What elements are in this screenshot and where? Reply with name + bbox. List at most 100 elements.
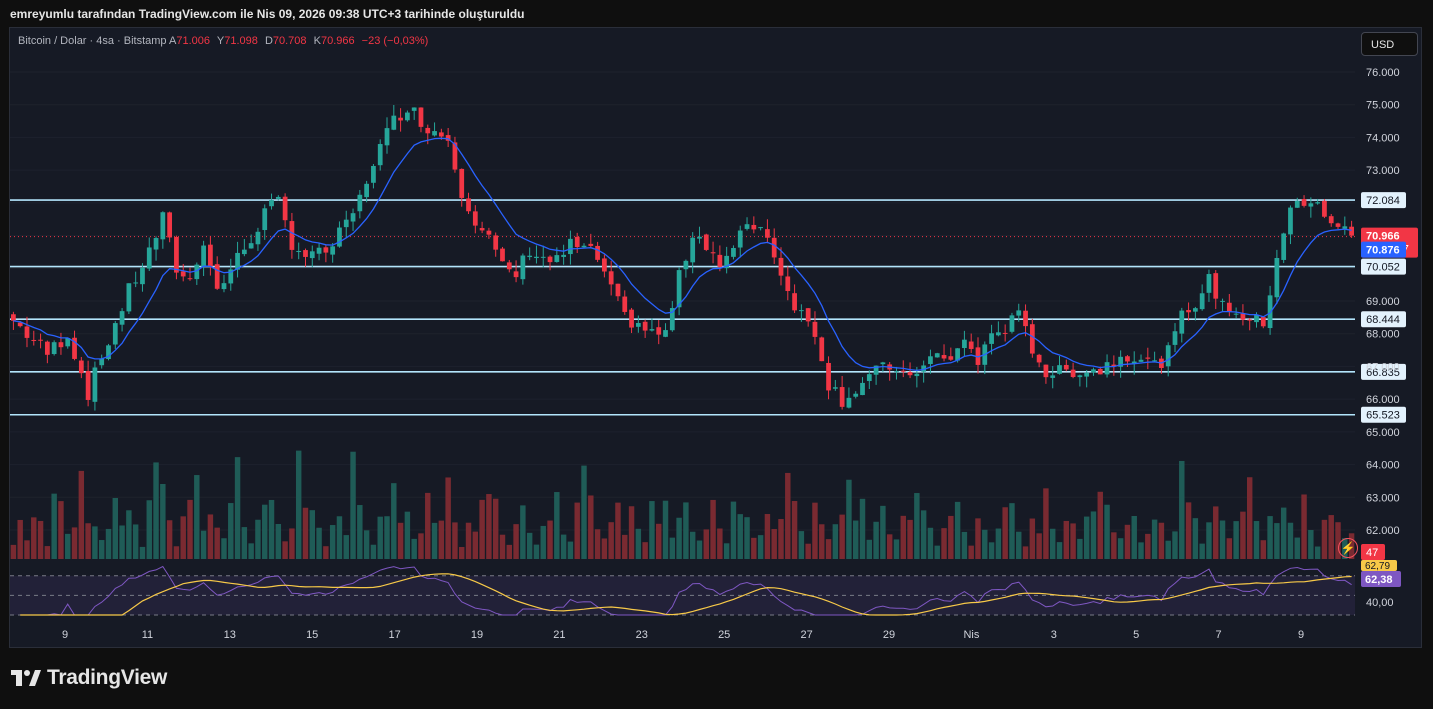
- volume-bar: [24, 540, 30, 559]
- price-tick-label: 67.000: [1366, 361, 1400, 373]
- candle-body: [1111, 364, 1117, 367]
- volume-bar: [1308, 530, 1314, 559]
- candle-body: [1342, 226, 1348, 229]
- candle-body: [839, 387, 845, 407]
- volume-bar: [37, 520, 44, 559]
- volume-bar: [323, 546, 329, 559]
- candle-body: [438, 132, 444, 137]
- level-label-bg: [1361, 258, 1406, 275]
- volume-bar: [778, 519, 784, 559]
- candle-body: [303, 250, 308, 257]
- volume-bar: [78, 470, 85, 559]
- volume-bar: [873, 521, 879, 559]
- volume-bar: [119, 525, 125, 559]
- level-label: 66.835: [1366, 367, 1400, 379]
- candle-body: [140, 267, 145, 285]
- time-tick-label: 7: [1216, 629, 1222, 641]
- candle-body: [269, 200, 274, 207]
- candle-body: [948, 356, 954, 360]
- volume-label: 47: [1366, 547, 1378, 559]
- volume-bar: [683, 502, 689, 559]
- candle-body: [357, 194, 363, 212]
- time-tick-label: 13: [224, 629, 236, 641]
- candle-body: [608, 271, 614, 285]
- time-tick-label: 29: [883, 629, 895, 641]
- volume-bar: [540, 525, 546, 559]
- candle-body: [520, 255, 526, 280]
- level-label-bg: [1361, 192, 1406, 209]
- candle-body: [1233, 313, 1239, 315]
- volume-bar: [1165, 540, 1171, 559]
- volume-bar: [696, 540, 703, 559]
- candle-body: [1254, 315, 1259, 323]
- rsi-pane: [10, 565, 1355, 616]
- volume-bar: [92, 526, 98, 559]
- candle-body: [513, 271, 519, 278]
- candle-body: [65, 338, 71, 347]
- candle-body: [968, 341, 974, 349]
- price-tick-label: 64.000: [1366, 460, 1400, 472]
- candle-body: [99, 358, 105, 366]
- volume-bar: [146, 500, 152, 559]
- volume-bar: [1321, 519, 1328, 559]
- candle-body: [479, 228, 485, 231]
- volume-bar: [615, 502, 621, 559]
- volume-bar: [268, 499, 275, 559]
- price-tick-label: 69.000: [1366, 296, 1400, 308]
- time-axis: 9 11 13 15 17 19 21 23 25 27 29 Nis 3 5 7 9: [62, 629, 1304, 641]
- candle-body: [540, 256, 546, 258]
- time-tick-label: 3: [1051, 629, 1057, 641]
- time-tick-label: 9: [1298, 629, 1304, 641]
- volume-bar: [1274, 523, 1280, 559]
- candle-body: [1131, 361, 1137, 364]
- chart-attribution: emreyumlu tarafından TradingView.com ile…: [10, 7, 525, 21]
- rsi-value-label: 62,38: [1365, 574, 1393, 586]
- tradingview-logo[interactable]: TradingView: [11, 666, 167, 690]
- candle-body: [1165, 345, 1171, 367]
- candle-body: [350, 213, 356, 222]
- candle-body: [1029, 324, 1035, 354]
- candle-body: [506, 262, 512, 270]
- candle-body: [11, 314, 16, 321]
- volume-bar: [1301, 494, 1307, 559]
- currency-button[interactable]: USD: [1361, 32, 1418, 56]
- price-tick-label: 62.000: [1366, 525, 1400, 537]
- candle-body: [758, 227, 763, 229]
- volume-bar: [207, 514, 214, 559]
- candle-body: [615, 283, 621, 297]
- volume-bar: [1090, 511, 1097, 559]
- candle-body: [1104, 362, 1110, 375]
- volume-bar: [832, 524, 839, 559]
- candle-body: [1240, 313, 1246, 320]
- candle-body: [486, 230, 492, 235]
- candle-body: [1138, 359, 1144, 362]
- candle-body: [995, 332, 1001, 336]
- volume-bar: [479, 499, 485, 559]
- symbol-label[interactable]: Bitcoin / Dolar · 4sa · Bitstamp: [18, 35, 167, 47]
- volume-bar: [907, 519, 913, 559]
- volume-bar: [397, 522, 404, 559]
- candle-body: [160, 212, 166, 240]
- rsi-ma-label-bg: [1361, 560, 1397, 571]
- volume-bar: [1219, 520, 1226, 559]
- volume-bar: [1328, 515, 1334, 559]
- candle-body: [941, 355, 947, 359]
- volume-bar: [445, 477, 451, 559]
- volume-bar: [859, 498, 866, 559]
- candle-body: [1213, 273, 1219, 299]
- candle-body: [669, 308, 675, 331]
- volume-bar: [1151, 519, 1158, 559]
- volume-bar: [757, 535, 764, 559]
- candle-body: [527, 255, 533, 258]
- volume-bar: [139, 546, 146, 559]
- candle-body: [1036, 354, 1042, 363]
- volume-bar: [1022, 546, 1029, 559]
- candle-body: [112, 323, 118, 345]
- level-label: 72.084: [1366, 195, 1400, 207]
- volume-bar: [710, 499, 716, 559]
- volume-bar: [336, 516, 343, 559]
- volume-bar: [1049, 528, 1056, 559]
- lightning-bolt-icon[interactable]: ⚡: [1338, 538, 1358, 558]
- candle-body: [934, 353, 940, 358]
